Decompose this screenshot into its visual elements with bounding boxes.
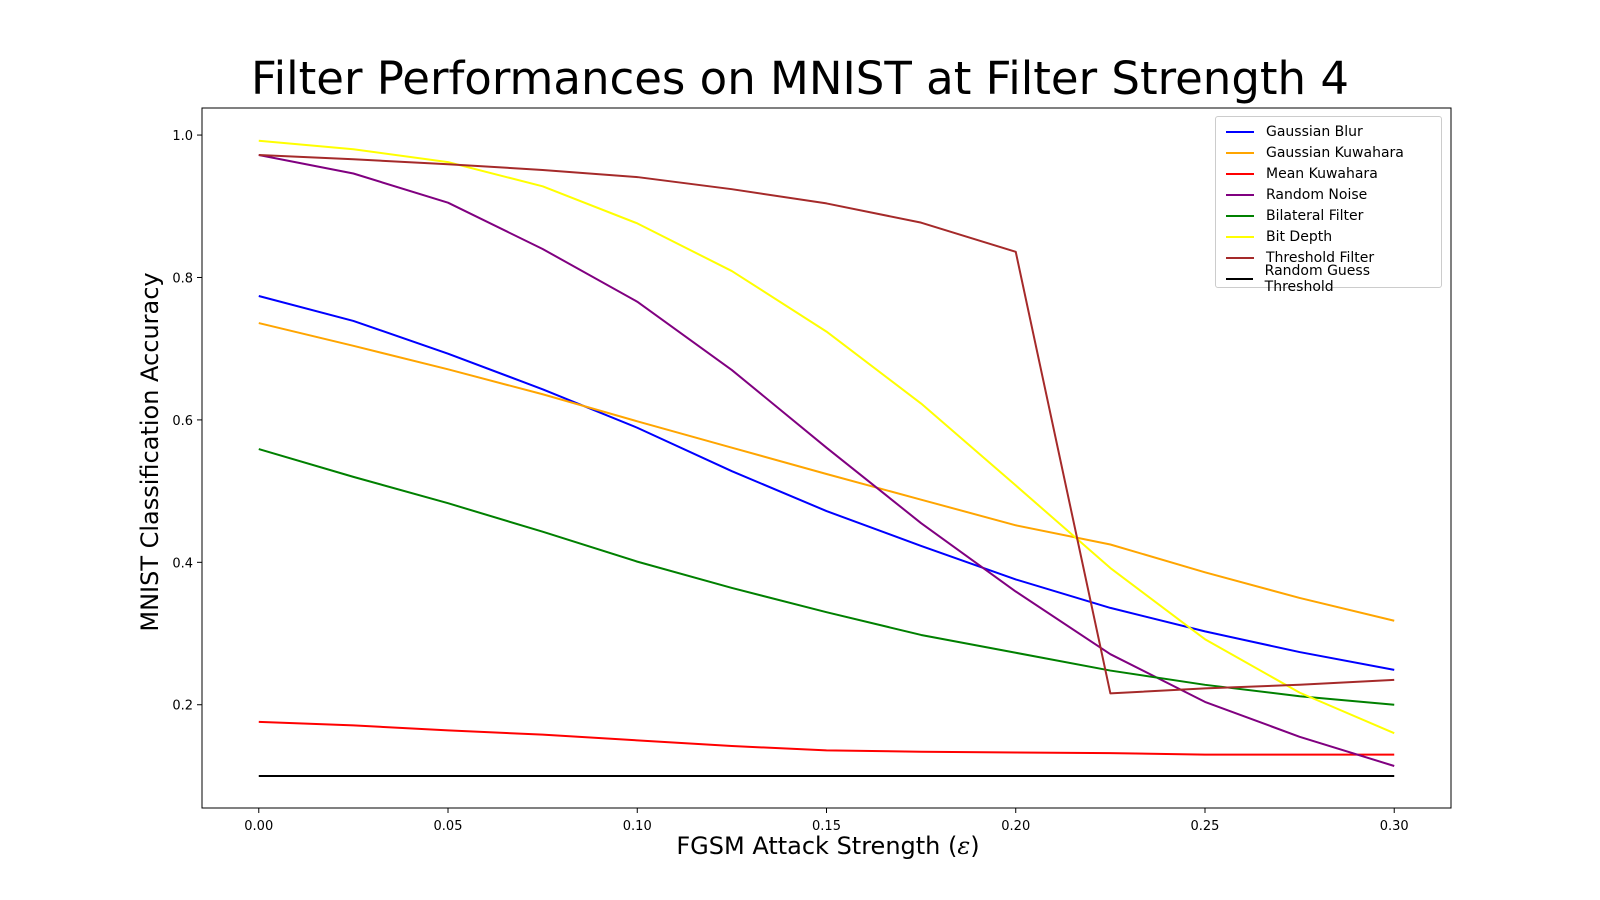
x-axis-label-close: )	[970, 832, 980, 860]
legend-swatch	[1226, 130, 1254, 133]
legend-swatch	[1226, 256, 1254, 259]
legend-label: Random Noise	[1266, 186, 1368, 203]
legend-label: Mean Kuwahara	[1266, 165, 1378, 182]
series-line-threshold-filter	[258, 154, 1395, 695]
legend: Gaussian Blur Gaussian Kuwahara Mean Kuwah…	[1215, 116, 1442, 295]
series-line-mean-kuwahara	[258, 720, 1395, 756]
legend-label: Bit Depth	[1266, 228, 1333, 245]
y-tick-label: 1.0	[172, 129, 193, 144]
y-axis-label: MNIST Classification Accuracy	[136, 272, 164, 632]
legend-swatch	[1226, 151, 1254, 154]
x-axis-label: FGSM Attack Strength (ε)	[0, 832, 1600, 860]
y-tick-label: 0.6	[172, 414, 193, 429]
legend-swatch	[1226, 172, 1254, 175]
legend-item: Bit Depth	[1222, 226, 1435, 247]
legend-swatch	[1226, 193, 1254, 196]
x-tick-label: 0.10	[623, 819, 652, 834]
x-axis-ticks: 0.00 0.05 0.10 0.15 0.20 0.25 0.30	[244, 808, 1409, 834]
series-line-gaussian-blur	[258, 295, 1395, 671]
legend-item: Gaussian Blur	[1222, 121, 1435, 142]
x-tick-label: 0.00	[244, 819, 273, 834]
x-axis-label-text: FGSM Attack Strength (	[676, 832, 958, 860]
y-tick-label: 0.4	[172, 556, 193, 571]
series-line-gaussian-kuwahara	[258, 322, 1395, 622]
chart-title: Filter Performances on MNIST at Filter S…	[251, 52, 1349, 105]
legend-item: Threshold Filter	[1222, 247, 1435, 268]
legend-swatch	[1226, 214, 1254, 217]
series-layer	[258, 139, 1395, 777]
legend-item: Mean Kuwahara	[1222, 163, 1435, 184]
legend-item: Gaussian Kuwahara	[1222, 142, 1435, 163]
x-tick-label: 0.30	[1380, 819, 1409, 834]
legend-label: Bilateral Filter	[1266, 207, 1364, 224]
legend-item: Random Guess Threshold	[1222, 263, 1435, 295]
series-line-bit-depth	[258, 139, 1395, 735]
x-tick-label: 0.15	[812, 819, 841, 834]
legend-swatch	[1226, 277, 1253, 280]
x-tick-label: 0.05	[434, 819, 463, 834]
legend-item: Bilateral Filter	[1222, 205, 1435, 226]
series-line-random-noise	[258, 154, 1395, 767]
legend-item: Random Noise	[1222, 184, 1435, 205]
y-axis-ticks: 0.2 0.4 0.6 0.8 1.0	[172, 129, 202, 714]
legend-label: Threshold Filter	[1266, 249, 1375, 266]
legend-label: Random Guess Threshold	[1264, 262, 1371, 295]
legend-swatch	[1226, 235, 1254, 238]
legend-label: Gaussian Blur	[1266, 123, 1363, 140]
y-tick-label: 0.2	[172, 699, 193, 714]
x-tick-label: 0.25	[1191, 819, 1220, 834]
y-tick-label: 0.8	[172, 271, 193, 286]
series-line-bilateral-filter	[258, 448, 1395, 706]
x-axis-label-epsilon: ε	[957, 832, 971, 860]
legend-label: Gaussian Kuwahara	[1266, 144, 1404, 161]
x-tick-label: 0.20	[1001, 819, 1030, 834]
